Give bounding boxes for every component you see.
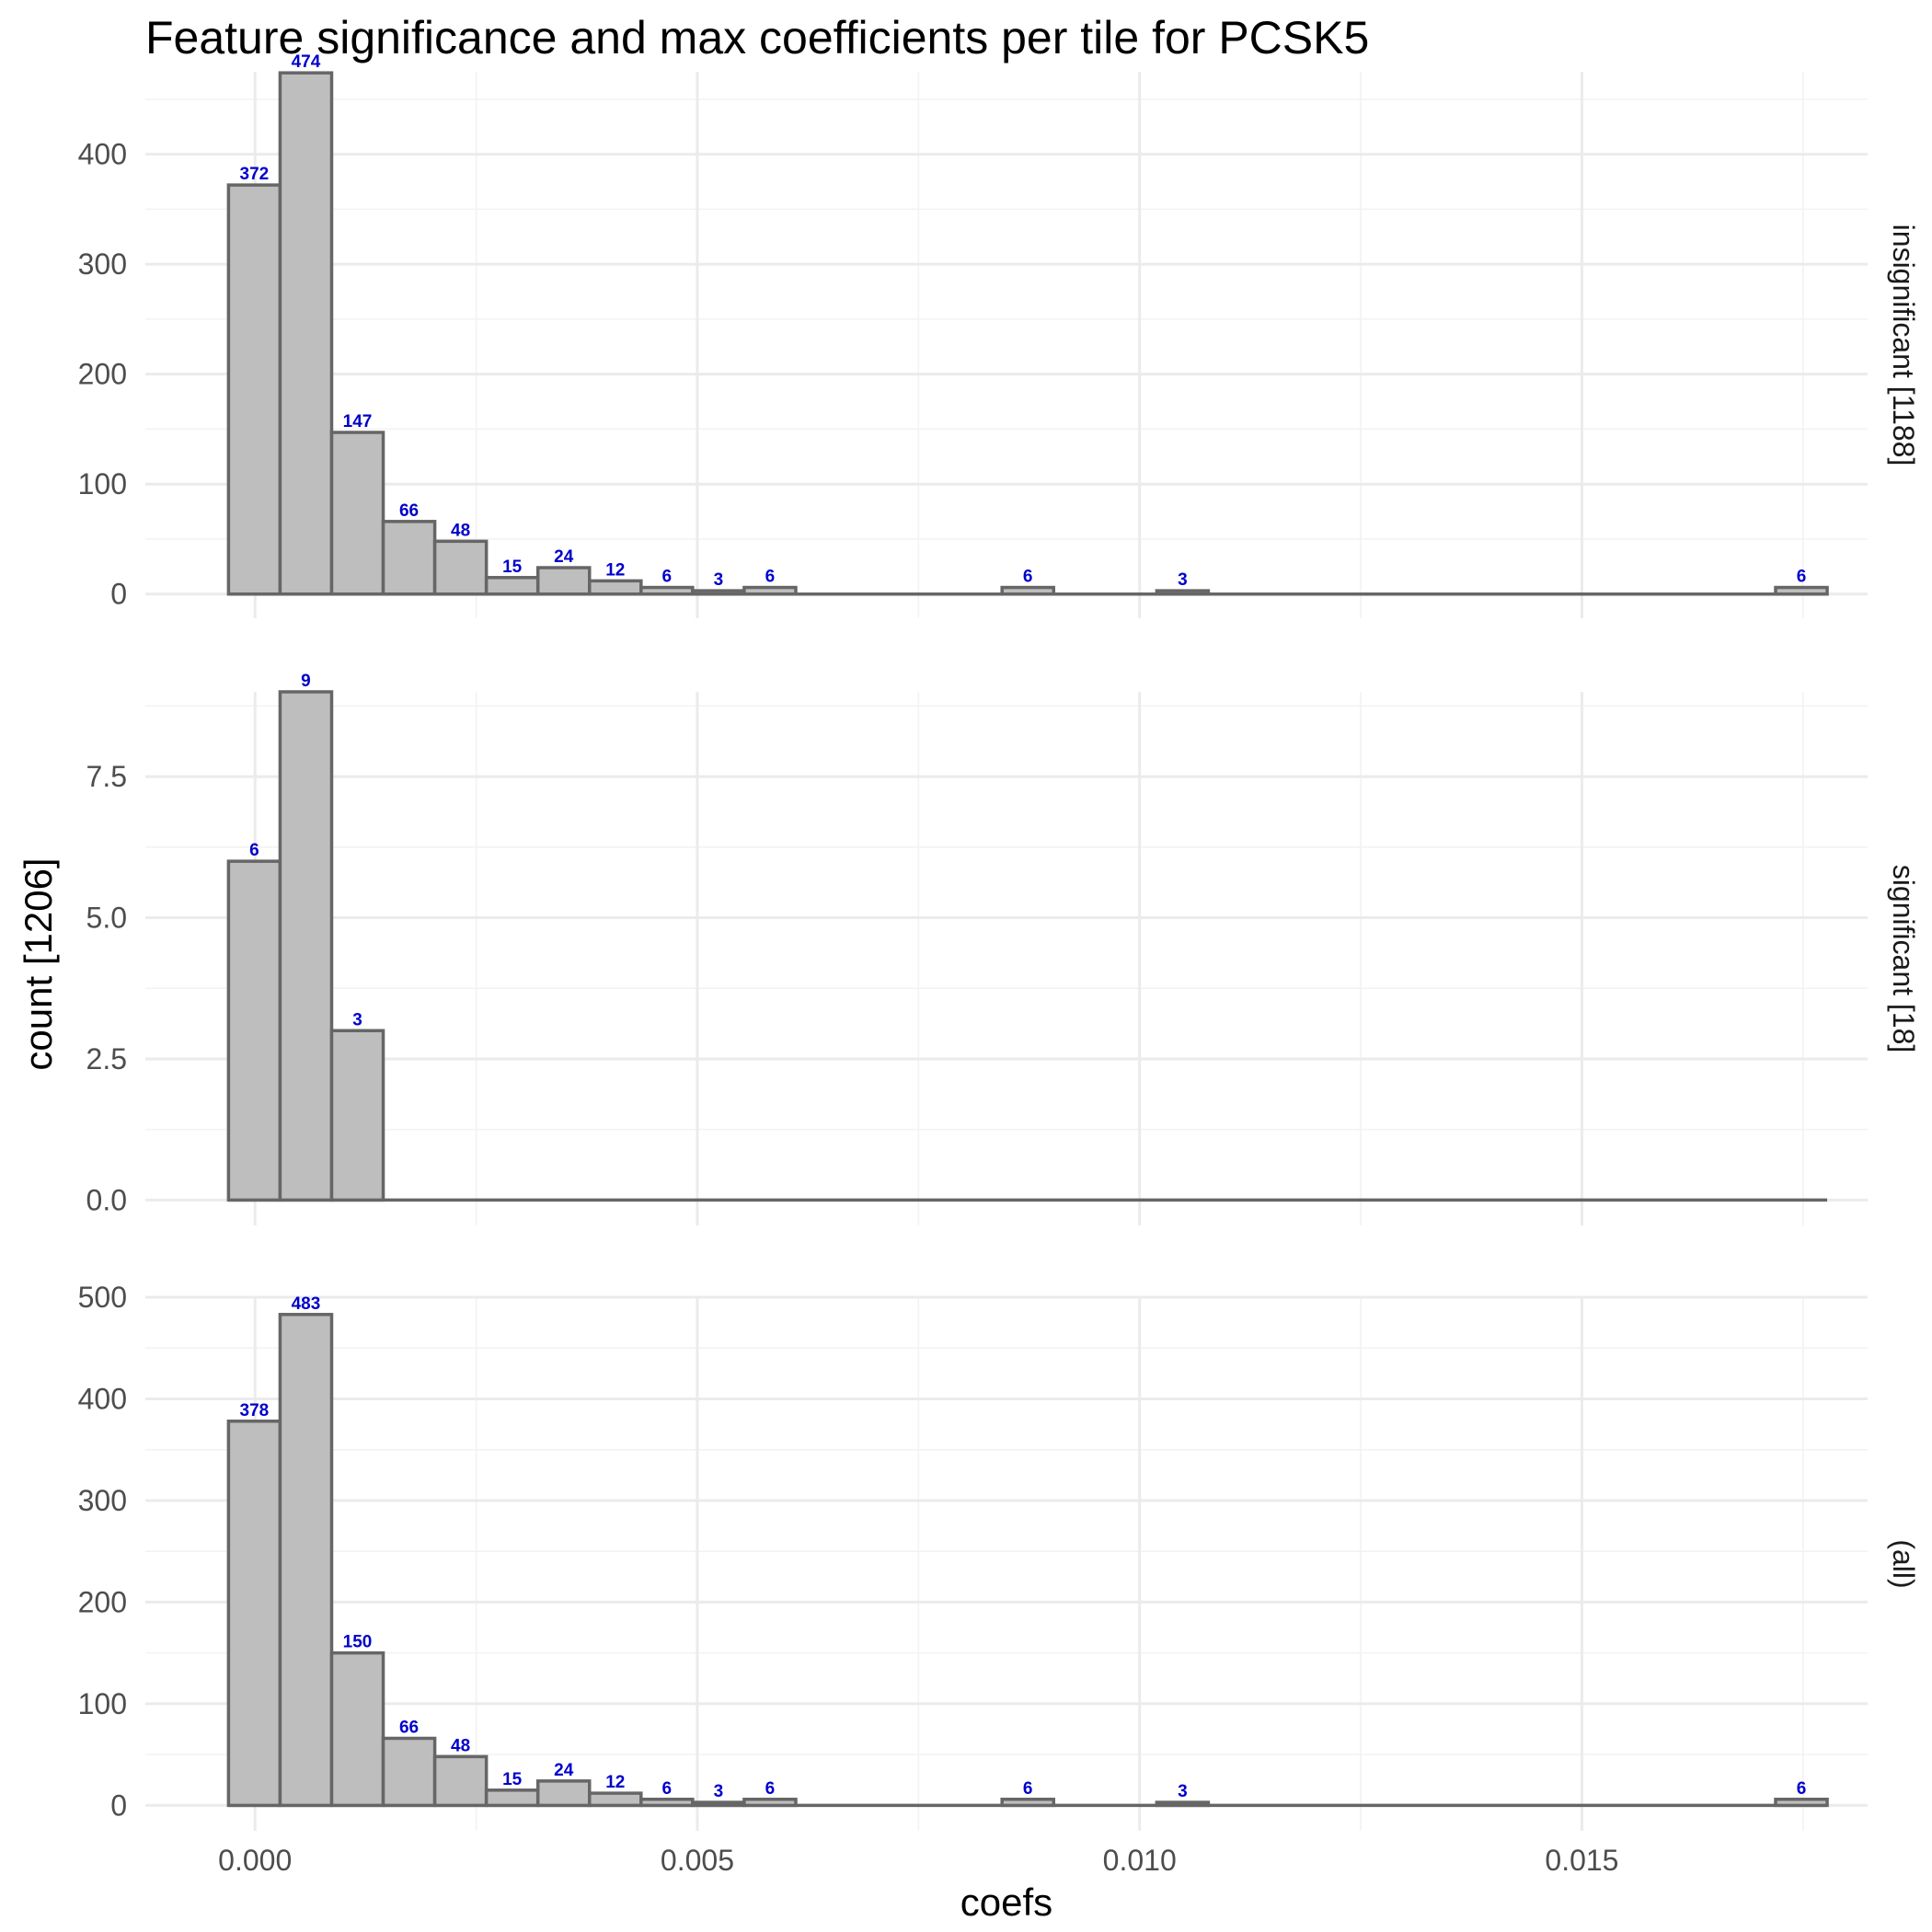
bar-count-label: 48 [451, 1736, 470, 1755]
bar-count-label: 372 [240, 165, 270, 184]
bar-count-label: 6 [1023, 568, 1033, 587]
histogram-bar [329, 1029, 385, 1202]
bar-count-label: 483 [292, 1294, 321, 1314]
chart-title: Feature significance and max coefficient… [145, 12, 1369, 63]
histogram-bar [432, 1754, 489, 1808]
histogram-bar [226, 859, 282, 1202]
histogram-bar [381, 1736, 437, 1808]
facet-strip-label: (all) [1887, 1539, 1920, 1588]
histogram-bar [329, 431, 385, 596]
y-tick-label: 400 [78, 138, 127, 171]
histogram-bar [742, 585, 798, 596]
y-tick-label: 0 [110, 1788, 127, 1822]
histogram-bar [278, 690, 334, 1202]
y-tick-label: 100 [78, 1687, 127, 1720]
bar-count-label: 6 [249, 841, 259, 860]
histogram-bar [226, 1420, 282, 1808]
bar-count-label: 6 [1023, 1779, 1033, 1799]
histogram-bar [742, 1798, 798, 1808]
bar-count-label: 6 [765, 1779, 776, 1799]
y-tick-label: 400 [78, 1382, 127, 1415]
bar-count-label: 24 [554, 547, 574, 567]
histogram-bar [691, 1800, 746, 1808]
facet-panel: 0.0 2.5 5.0 7.5 6 9 3 significant [18] [86, 672, 1920, 1225]
bar-count-label: 6 [765, 568, 776, 587]
histogram-bar [226, 183, 282, 596]
x-axis: 0.000 0.005 0.010 0.015 [218, 1844, 1618, 1877]
bar-count-label: 9 [301, 672, 311, 691]
histogram-bar [1155, 1800, 1211, 1808]
x-tick-label: 0.015 [1545, 1844, 1618, 1877]
y-tick-label: 2.5 [86, 1042, 127, 1075]
histogram-bar [278, 1313, 334, 1808]
y-tick-label: 7.5 [86, 760, 127, 793]
bar-count-label: 150 [343, 1633, 373, 1652]
histogram-bar [484, 576, 540, 596]
bar-count-label: 3 [352, 1010, 362, 1029]
y-axis-title: count [1206] [17, 857, 60, 1070]
histogram-bar [1155, 589, 1211, 596]
bar-count-label: 6 [1797, 568, 1807, 587]
histogram-bar [381, 520, 437, 596]
bar-count-label: 12 [605, 1773, 625, 1792]
bar-count-label: 474 [292, 52, 321, 72]
histogram-bar [535, 566, 592, 596]
bar-count-label: 48 [451, 521, 470, 540]
x-tick-label: 0.010 [1103, 1844, 1177, 1877]
bar-count-label: 6 [662, 1779, 673, 1799]
histogram-bar [691, 589, 746, 596]
histogram-bar [1774, 585, 1829, 596]
histogram-bar [588, 1791, 643, 1808]
histogram-bar [639, 585, 695, 596]
bar-count-label: 3 [714, 1782, 724, 1801]
bar-count-label: 24 [554, 1761, 574, 1780]
facet-strip-label: insignificant [1188] [1887, 224, 1920, 466]
bar-count-label: 378 [240, 1401, 270, 1420]
bar-count-label: 15 [502, 1770, 523, 1789]
x-axis-title: coefs [960, 1880, 1052, 1924]
histogram-bar [1774, 1798, 1829, 1808]
y-tick-label: 0.0 [86, 1183, 127, 1216]
x-tick-label: 0.005 [661, 1844, 734, 1877]
y-tick-label: 100 [78, 467, 127, 500]
bar-count-label: 12 [605, 560, 625, 580]
facet-strip-label: significant [18] [1887, 865, 1920, 1053]
bar-count-label: 147 [343, 412, 373, 431]
histogram-bar [1000, 1798, 1055, 1808]
bar-count-label: 6 [662, 568, 673, 587]
bar-count-label: 66 [399, 501, 419, 521]
y-tick-label: 200 [78, 358, 127, 391]
histogram-bar [484, 1788, 540, 1808]
histogram-bar [1000, 585, 1055, 596]
y-tick-label: 300 [78, 1484, 127, 1517]
y-tick-label: 0 [110, 578, 127, 611]
y-tick-label: 300 [78, 247, 127, 281]
histogram-bar [535, 1779, 592, 1808]
y-tick-label: 5.0 [86, 902, 127, 935]
histogram-bar [639, 1798, 695, 1808]
bar-count-label: 3 [714, 570, 724, 590]
bar-count-label: 66 [399, 1718, 419, 1737]
bar-count-label: 6 [1797, 1779, 1807, 1799]
histogram-bar [432, 539, 489, 596]
bar-count-label: 3 [1178, 570, 1188, 590]
bar-count-label: 3 [1178, 1782, 1188, 1801]
y-tick-label: 500 [78, 1281, 127, 1314]
y-tick-label: 200 [78, 1585, 127, 1618]
histogram-bar [329, 1650, 385, 1808]
bar-count-label: 15 [502, 558, 523, 577]
x-tick-label: 0.000 [218, 1844, 292, 1877]
histogram-bar [588, 579, 643, 596]
histogram-bar [278, 71, 334, 596]
